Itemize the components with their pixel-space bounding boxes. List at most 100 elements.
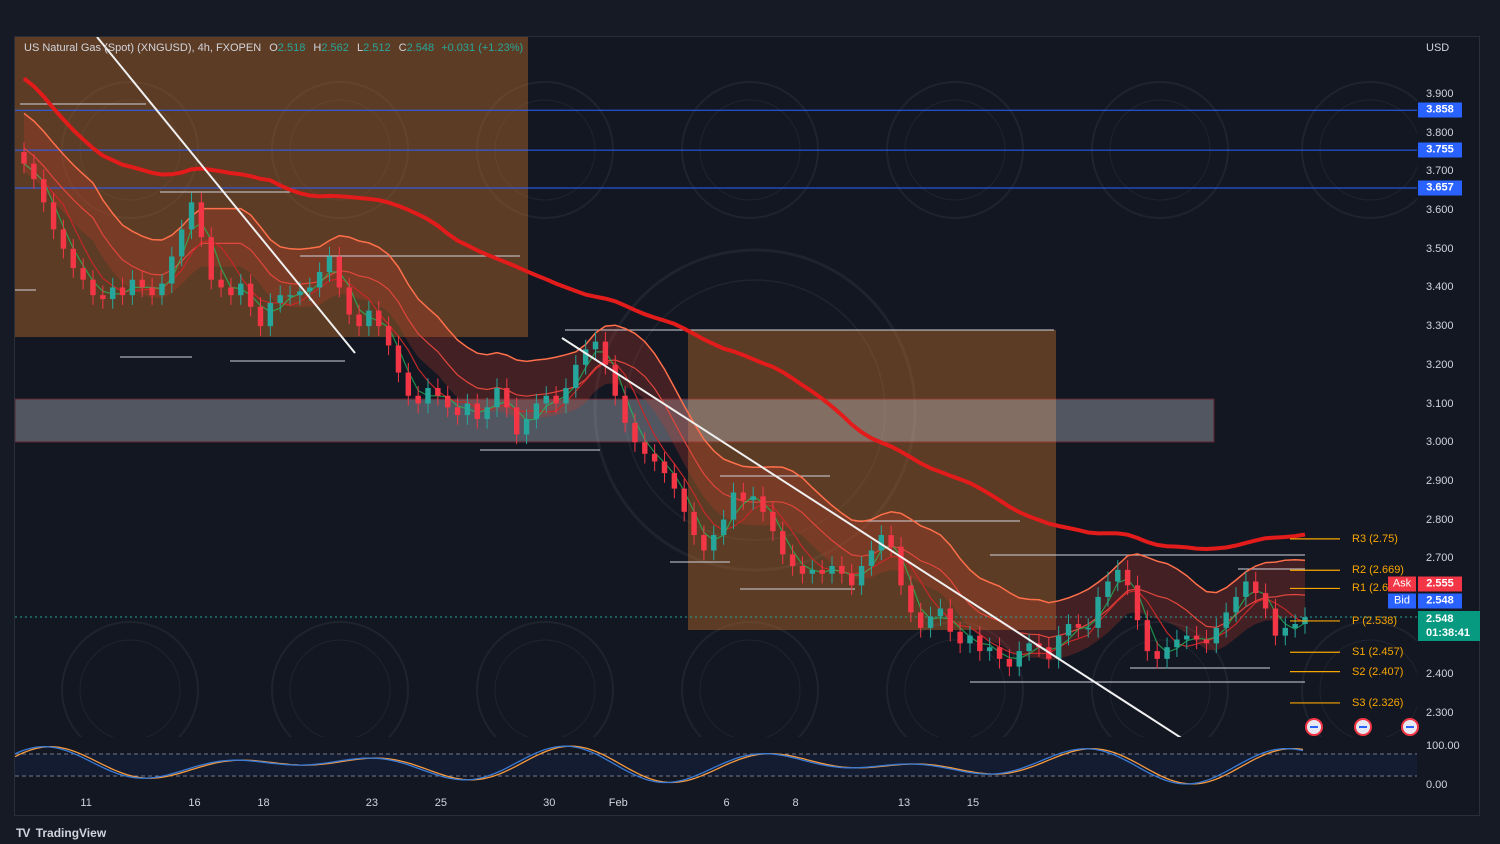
- candle-body: [267, 302, 274, 327]
- candle-body: [661, 461, 668, 474]
- candle-body: [80, 268, 86, 280]
- candle-body: [967, 635, 973, 644]
- demand-zone-box: [15, 398, 1215, 443]
- candle-body: [90, 279, 96, 296]
- pivot-label: R1 (2.6: [1352, 582, 1389, 595]
- watermark-ring: [79, 639, 181, 737]
- us-flag-event-icon[interactable]: [1305, 718, 1323, 736]
- candle-body: [533, 403, 540, 419]
- candle-body: [839, 565, 845, 574]
- candle-body: [228, 287, 234, 296]
- candle-body: [986, 647, 993, 652]
- candle-body: [612, 364, 618, 396]
- candle-body: [642, 442, 648, 454]
- tradingview-brand[interactable]: TV TradingView: [16, 826, 106, 840]
- us-flag-event-icon[interactable]: [1354, 718, 1372, 736]
- candle-body: [159, 283, 165, 296]
- candle-body: [622, 395, 628, 423]
- symbol-legend[interactable]: US Natural Gas (Spot) (XNGUSD), 4h, FXOP…: [24, 42, 523, 54]
- trendline: [96, 37, 356, 354]
- candle-body: [1174, 639, 1180, 648]
- time-tick: 15: [966, 797, 980, 809]
- price-tick: 3.100: [1426, 397, 1454, 410]
- time-tick: 16: [188, 797, 201, 809]
- price-tick: 3.500: [1426, 242, 1454, 255]
- candle-body: [947, 608, 953, 632]
- tradingview-logo-icon: TV: [16, 826, 30, 840]
- candle-body: [868, 550, 875, 566]
- candle-body: [484, 407, 490, 419]
- watermark-ring: [1109, 639, 1211, 737]
- candle-body: [730, 492, 737, 520]
- candle-body: [701, 535, 707, 551]
- candle-body: [770, 511, 776, 532]
- candle-body: [405, 372, 412, 396]
- candle-body: [1282, 627, 1289, 636]
- pivot-label: P (2.538): [1352, 614, 1398, 627]
- price-tick: 2.800: [1426, 513, 1454, 526]
- candle-body: [238, 283, 244, 296]
- supply-zone: [15, 37, 528, 337]
- watermark-ring: [494, 639, 596, 737]
- candle-body: [513, 407, 520, 435]
- price-tick: 3.000: [1426, 436, 1454, 449]
- watermark-ring: [61, 621, 199, 737]
- candle-body: [799, 565, 806, 574]
- low-label: L: [356, 42, 364, 54]
- close-value: 2.548: [406, 42, 435, 54]
- price-level-tag: 3.858: [1418, 102, 1462, 118]
- candle-body: [188, 202, 195, 230]
- us-flag-event-icon[interactable]: [1401, 718, 1419, 736]
- candle-body: [1233, 596, 1239, 613]
- candle-body: [720, 519, 727, 536]
- price-tick: 3.200: [1426, 358, 1454, 371]
- candle-body: [129, 279, 136, 296]
- candle-body: [395, 345, 402, 373]
- candle-body: [1243, 581, 1249, 597]
- candle-body: [100, 295, 106, 300]
- candle-body: [454, 407, 461, 416]
- watermark-ring: [1301, 621, 1417, 737]
- candle-body: [178, 229, 185, 257]
- price-tick: 2.700: [1426, 552, 1454, 565]
- currency-label[interactable]: USD: [1426, 42, 1450, 54]
- candle-body: [681, 488, 687, 512]
- bid-price-tag: 2.548: [1418, 593, 1462, 609]
- time-tick: 23: [365, 797, 378, 809]
- candle-body: [169, 256, 175, 284]
- candle-body: [435, 388, 441, 396]
- candle-body: [1085, 627, 1091, 630]
- candle-body: [119, 287, 126, 296]
- candle-body: [592, 341, 599, 350]
- pivot-label: R2 (2.669): [1352, 564, 1404, 577]
- open-value: 2.518: [277, 42, 306, 54]
- brand-name: TradingView: [35, 826, 107, 840]
- pivot-label: S2 (2.407): [1352, 665, 1404, 678]
- price-tick: 2.300: [1426, 707, 1454, 719]
- time-tick: 25: [434, 797, 447, 809]
- candle-body: [750, 496, 756, 501]
- candle-body: [307, 287, 313, 292]
- candle-body: [198, 202, 205, 238]
- candle-body: [1253, 581, 1259, 594]
- price-tick: 3.800: [1426, 126, 1454, 139]
- price-level-tag: 3.755: [1418, 142, 1462, 158]
- chart-frame[interactable]: [14, 36, 1480, 816]
- change-value: +0.031 (+1.23%): [441, 42, 524, 54]
- candle-body: [996, 647, 1003, 659]
- candle-body: [208, 237, 214, 280]
- candle-body: [553, 395, 559, 404]
- candle-body: [740, 492, 747, 501]
- candle-body: [70, 248, 76, 269]
- price-tick: 3.600: [1426, 204, 1454, 217]
- candle-body: [1272, 608, 1279, 636]
- pivot-label: S3 (2.326): [1352, 696, 1404, 709]
- candle-body: [1075, 624, 1082, 628]
- candle-body: [366, 310, 372, 327]
- ask-price-tag: 2.555: [1418, 576, 1462, 592]
- candle-body: [829, 565, 835, 574]
- candle-body: [287, 295, 293, 297]
- price-tick: 3.400: [1426, 281, 1454, 294]
- ask-label: Ask: [1388, 576, 1416, 592]
